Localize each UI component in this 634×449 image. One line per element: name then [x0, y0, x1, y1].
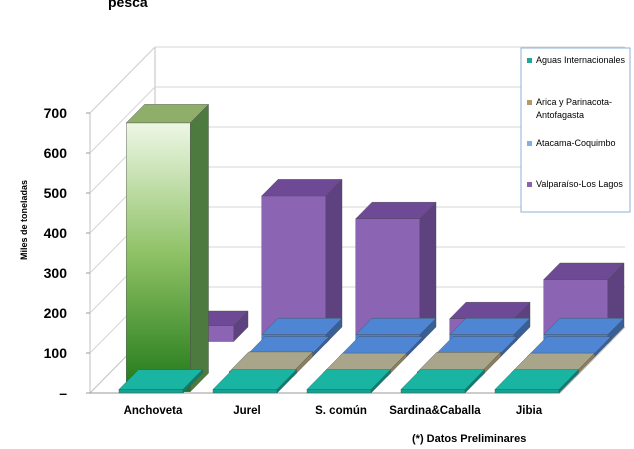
legend-label-arica-line1: Arica y Parinacota-	[536, 97, 612, 107]
legend-swatch-aguas	[527, 58, 532, 63]
bar-group-4	[494, 262, 625, 394]
legend-swatch-valparaiso	[527, 182, 532, 187]
y-tick-label: 600	[44, 145, 68, 161]
bar-0-s0-front	[118, 389, 184, 394]
bar-1-s0-front	[212, 389, 278, 394]
bar-1-s3-front	[261, 195, 326, 335]
bar-3-s0-top	[400, 369, 485, 390]
bar-anchoveta-front	[126, 122, 191, 392]
legend-label-aguas: Aguas Internacionales	[536, 55, 626, 65]
bar-anchoveta-side	[190, 103, 209, 393]
legend-label-atacama: Atacama-Coquimbo	[536, 138, 616, 148]
bar-group-2	[306, 201, 437, 394]
gridline-side	[89, 46, 156, 114]
y-tick-label: 300	[44, 265, 68, 281]
bar-1-s2base-top	[261, 318, 343, 335]
bar-2-s3-top	[355, 201, 437, 219]
category-label: Jibia	[516, 405, 543, 417]
legend-swatch-arica	[527, 100, 532, 105]
bar-0-s0-top	[118, 369, 203, 390]
y-axis-ticks: – 100 200 300 400 500 600 700	[44, 105, 90, 401]
legend-box	[520, 47, 631, 213]
legend-label-arica: Arica y Parinacota- Antofagasta	[536, 97, 615, 120]
legend-swatch-atacama	[527, 141, 532, 146]
bar-group-3	[400, 301, 531, 394]
bar-group-1	[212, 178, 343, 394]
bar-3-s2base-top	[449, 318, 531, 335]
y-tick-label: 700	[44, 105, 68, 121]
category-label: Anchoveta	[124, 405, 183, 417]
y-tick-label: 500	[44, 185, 68, 201]
header-fragment: pesca	[108, 0, 148, 10]
bar-4-s0-front	[494, 389, 560, 394]
bar-2-s0-top	[306, 369, 391, 390]
bar-anchoveta-top	[125, 104, 209, 124]
y-tick-label: –	[59, 385, 67, 401]
y-tick-label: 100	[44, 345, 68, 361]
bar-1-s0-top	[212, 369, 297, 390]
category-labels: Anchoveta Jurel S. común Sardina&Caballa Jib…	[124, 405, 543, 417]
bar-2-s2base-top	[355, 318, 437, 335]
y-tick-label: 200	[44, 305, 68, 321]
bar-1-s3-side	[325, 178, 343, 336]
bar-4-s0-top	[494, 369, 579, 390]
category-label: Sardina&Caballa	[389, 405, 481, 417]
y-axis-label: Miles de toneladas	[19, 180, 29, 260]
preliminary-note: (*) Datos Preliminares	[412, 433, 526, 445]
bar-2-s3-side	[419, 201, 437, 336]
bar-group-0	[118, 103, 249, 394]
gridline-side	[89, 86, 156, 154]
category-label: Jurel	[233, 405, 261, 417]
bar-4-s3-top	[543, 262, 625, 280]
legend: Aguas Internacionales Arica y Parinacota…	[520, 47, 631, 213]
bar-4-s2base-top	[543, 318, 625, 335]
bars	[118, 103, 625, 394]
bar-2-s0-front	[306, 389, 372, 394]
legend-label-valparaiso: Valparaíso-Los Lagos	[536, 179, 623, 189]
bar-2-s3-front	[355, 218, 420, 335]
bar-1-s3-top	[261, 179, 343, 197]
category-label: S. común	[315, 405, 367, 417]
y-tick-label: 400	[44, 225, 68, 241]
legend-label-arica-line2: Antofagasta	[536, 110, 584, 120]
bar-3-s0-front	[400, 389, 466, 394]
